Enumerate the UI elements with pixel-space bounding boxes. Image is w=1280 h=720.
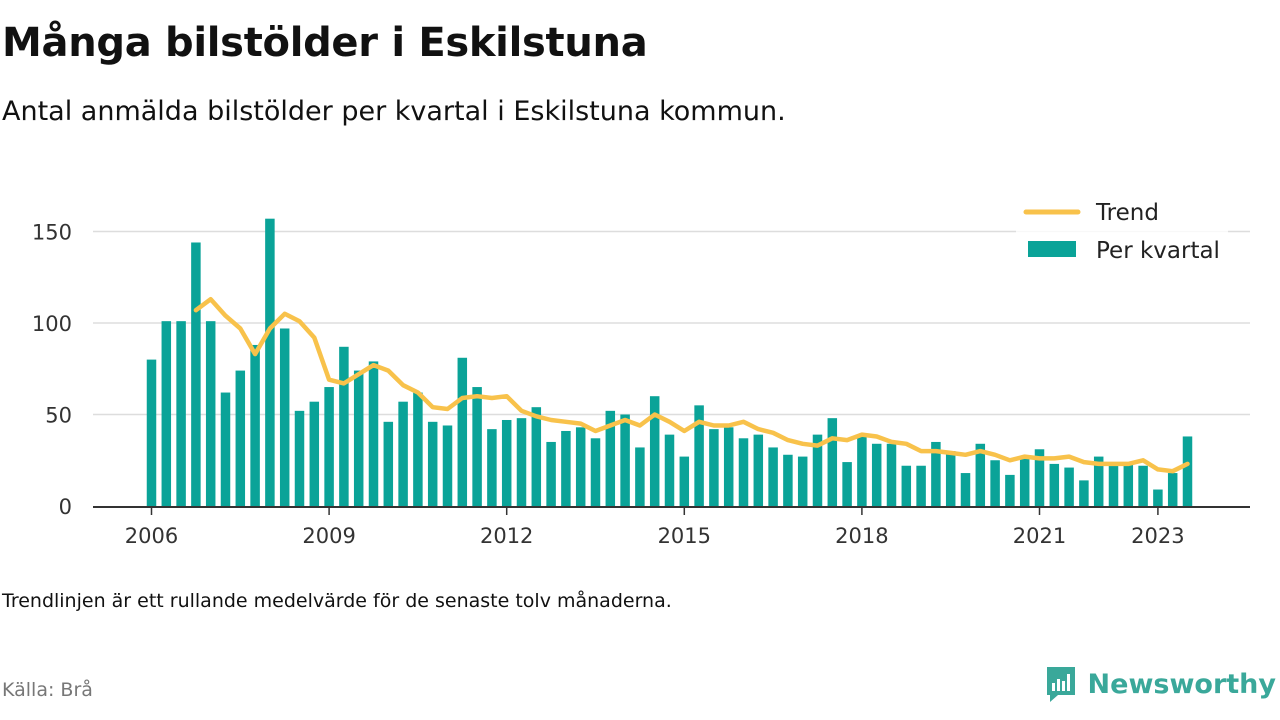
y-tick-label: 0 [59,495,72,519]
bar [265,218,275,506]
brand-logo: Newsworthy [1044,665,1276,703]
chart-subtitle: Antal anmälda bilstölder per kvartal i E… [2,96,786,127]
bar [235,370,246,506]
trend-points [195,299,1188,472]
bar [1182,436,1193,506]
bar [1064,467,1074,506]
bar [916,465,926,506]
y-tick-label: 100 [32,312,72,336]
bar [309,401,320,506]
x-tick-label: 2023 [1131,524,1184,548]
bar [871,443,882,506]
y-tick-label: 50 [45,404,72,428]
x-tick-label: 2021 [1013,524,1066,548]
source-credit: Källa: Brå [2,679,93,701]
bar [176,321,186,506]
bar [1034,449,1045,506]
x-axis: 2006 2009 2012 2015 2018 2021 2023 [125,508,1185,548]
bar [1049,463,1060,506]
bar [561,430,571,506]
bar [146,359,157,506]
bar [723,427,734,506]
bar [975,443,986,506]
bar [398,401,408,506]
x-tick-label: 2009 [302,524,355,548]
bar [649,396,660,506]
bar [1079,480,1089,506]
bar [472,387,482,506]
legend-trend-label: Trend [1095,200,1159,226]
bar [205,321,216,506]
bar [353,370,364,506]
bar [931,441,941,506]
bar [709,429,719,506]
x-tick-label: 2006 [125,524,178,548]
bar [1019,456,1030,506]
bar [753,434,764,506]
bar [694,405,704,506]
x-tick-label: 2012 [480,524,533,548]
bar [487,429,497,506]
legend: Trend Per kvartal [1016,200,1228,272]
bar [442,425,453,506]
bar [427,421,438,506]
bar [886,443,897,506]
bar [827,418,838,506]
bar [1093,456,1104,506]
bar [901,465,912,506]
brand-name: Newsworthy [1087,668,1276,700]
bar [339,346,349,506]
bar [664,434,675,506]
bar [960,473,971,506]
bar [1167,473,1178,506]
bar [324,387,334,506]
bar [546,441,556,506]
legend-bar-label: Per kvartal [1096,238,1220,264]
bar [1138,465,1148,506]
legend-bar-swatch [1028,241,1076,257]
bar [990,460,1000,506]
bar [620,414,630,506]
bar [501,419,512,506]
newsworthy-logo-icon [1046,667,1075,702]
bar [531,407,542,506]
x-tick-label: 2015 [658,524,711,548]
bar [294,410,305,506]
bar [590,438,601,506]
bar [605,410,616,506]
bar [220,392,231,506]
bar [161,321,172,506]
bar [413,392,423,506]
bar [812,434,823,506]
bar [738,438,749,506]
bar [191,242,201,507]
bar [368,361,379,506]
bar [516,418,527,506]
bar [1005,474,1015,506]
bar [457,357,468,506]
bar [1123,463,1134,506]
y-axis: 0 50 100 150 [32,221,72,520]
bar [945,451,956,506]
bar [842,462,852,506]
trend-note: Trendlinjen är ett rullande medelvärde f… [2,590,672,612]
chart-title: Många bilstölder i Eskilstuna [2,20,648,66]
bar-series [146,218,1193,507]
bar [857,436,867,506]
x-tick-label: 2018 [835,524,888,548]
chart-area: 0 50 100 150 2006 2009 2012 2015 2018 2021 2023 T… [32,200,1250,548]
y-tick-label: 150 [32,221,72,245]
trend-line [193,296,1190,474]
bar [383,421,394,506]
bar [279,328,290,506]
bar [635,447,645,506]
bar [1153,489,1163,506]
bar [768,447,778,506]
bar [679,456,690,506]
bar [797,456,808,506]
bar [575,427,586,506]
bar [783,454,793,506]
bar [1108,462,1119,506]
bar [250,344,260,506]
